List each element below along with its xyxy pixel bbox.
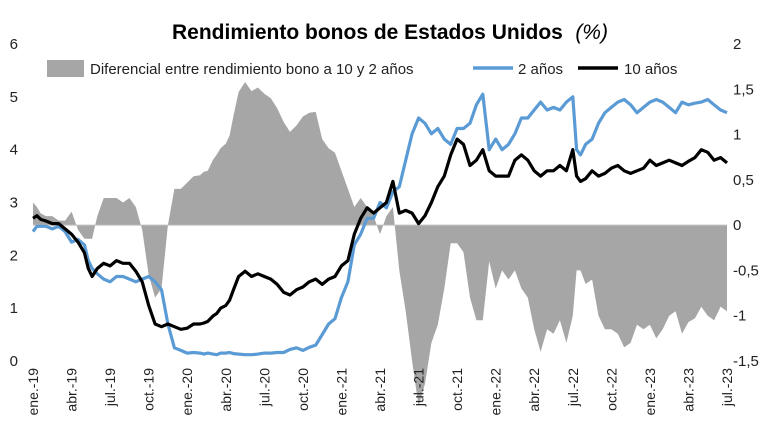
y-left-tick-label: 3 [10, 195, 18, 212]
x-tick-label: abr.-21 [372, 368, 388, 412]
x-tick-label: oct.-21 [449, 368, 465, 411]
chart-title: Rendimiento bonos de Estados Unidos (%) [172, 21, 608, 44]
x-tick-label: jul.-23 [719, 368, 735, 407]
y-left-tick-label: 0 [10, 353, 18, 370]
y-right-tick-label: 2 [733, 36, 741, 53]
x-tick-label: ene.-19 [25, 368, 41, 416]
legend-label-2y: 2 años [518, 61, 563, 78]
x-tick-label: oct.-19 [141, 368, 157, 411]
x-tick-label: abr.-22 [526, 368, 542, 412]
x-axis: ene.-19 abr.-19 jul.-19 oct.-19 ene.-20 abr.-… [25, 368, 735, 416]
chart-title-text: Rendimiento bonos de Estados Unidos [172, 21, 563, 44]
x-tick-label: jul.-22 [565, 368, 581, 407]
y-left-tick-label: 5 [10, 89, 18, 106]
chart-title-unit: (%) [575, 21, 608, 44]
y-right-tick-label: 0,5 [733, 172, 754, 189]
x-tick-label: oct.-22 [603, 368, 619, 411]
legend-swatch-spread [47, 60, 84, 77]
y-right-tick-label: -0,5 [733, 262, 759, 279]
line-10y [32, 137, 729, 331]
y-left-tick-label: 4 [10, 142, 18, 159]
x-tick-label: ene.-21 [333, 368, 349, 416]
spread-area-fill [33, 82, 727, 407]
y-left-tick-label: 1 [10, 300, 18, 317]
y-right-tick-label: -1,5 [733, 353, 759, 370]
legend-label-10y: 10 años [624, 61, 677, 78]
legend-label-spread: Diferencial entre rendimiento bono a 10 … [90, 61, 414, 78]
y-left-axis: 0 1 2 3 4 5 6 [10, 36, 18, 370]
x-tick-label: abr.-23 [680, 368, 696, 412]
x-tick-label: abr.-19 [64, 368, 80, 412]
y-right-tick-label: 1,5 [733, 81, 754, 98]
y-left-tick-label: 2 [10, 247, 18, 264]
x-tick-label: jul.-19 [102, 368, 118, 407]
x-tick-label: ene.-20 [179, 368, 195, 416]
x-tick-label: jul.-21 [411, 368, 427, 407]
legend: Diferencial entre rendimiento bono a 10 … [47, 60, 677, 78]
x-tick-label: jul.-20 [256, 368, 272, 407]
spread-area [33, 82, 727, 407]
y-right-tick-label: 0 [733, 217, 741, 234]
x-tick-label: ene.-23 [642, 368, 658, 416]
x-tick-label: oct.-20 [295, 368, 311, 411]
y-left-tick-label: 6 [10, 36, 18, 53]
x-tick-label: abr.-20 [218, 368, 234, 412]
y-right-axis: -1,5 -1 -0,5 0 0,5 1 1,5 2 [733, 36, 759, 370]
y-right-tick-label: -1 [733, 308, 746, 325]
x-tick-label: ene.-22 [488, 368, 504, 416]
y-right-tick-label: 1 [733, 127, 741, 144]
